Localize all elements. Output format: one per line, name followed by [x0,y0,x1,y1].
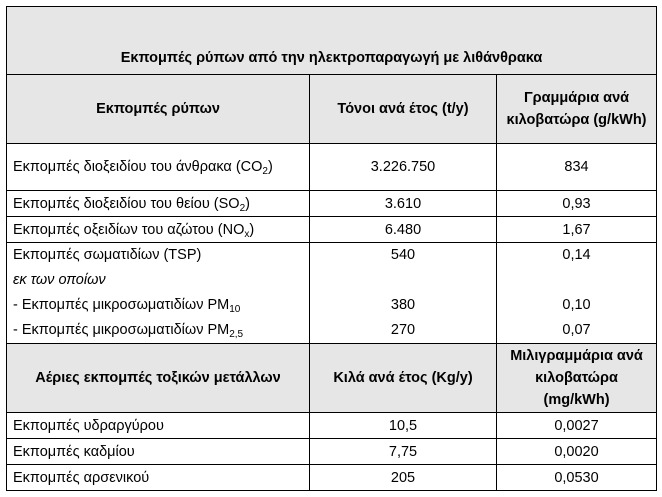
row-tonnes: 270 [309,318,497,344]
table-row: Εκπομπές διοξειδίου του θείου (SO2) 3.61… [6,190,658,217]
row-label: Εκπομπές διοξειδίου του άνθρακα (CO2) [6,143,310,191]
header-row-metals: Αέριες εκπομπές τοξικών μετάλλων Κιλά αν… [6,343,658,413]
row-label: Εκπομπές αρσενικού [6,464,310,491]
table-row: - Εκπομπές μικροσωματιδίων PM10 380 0,10 [6,293,658,318]
row-mg: 0,0020 [495,438,658,465]
row-label: Εκπομπές καδμίου [6,438,310,465]
row-kg: 10,5 [309,412,497,439]
row-tonnes: 3.610 [309,190,497,217]
table-row: - Εκπομπές μικροσωματιδίων PM2,5 270 0,0… [6,318,658,344]
table-title: Εκπομπές ρύπων από την ηλεκτροπαραγωγή μ… [5,6,658,75]
row-grams: 0,93 [495,190,658,217]
row-tonnes: 540 [309,242,497,268]
table-row: εκ των οποίων [6,268,658,293]
emissions-table: Εκπομπές ρύπων από την ηλεκτροπαραγωγή μ… [5,6,658,491]
header-row-pollutants: Εκπομπές ρύπων Τόνοι ανά έτος (t/y) Γραμ… [6,74,658,144]
header-tonnes-per-year: Τόνοι ανά έτος (t/y) [309,74,497,144]
table-row: Εκπομπές διοξειδίου του άνθρακα (CO2) 3.… [6,143,658,191]
row-label: Εκπομπές υδραργύρου [6,412,310,439]
row-label-subheading: εκ των οποίων [6,268,310,293]
row-tonnes: 3.226.750 [309,143,497,191]
row-tonnes-empty [309,268,497,293]
row-grams: 1,67 [495,216,658,243]
row-grams: 0,07 [495,318,658,344]
emissions-document: Εκπομπές ρύπων από την ηλεκτροπαραγωγή μ… [5,6,658,491]
row-label: Εκπομπές οξειδίων του αζώτου (NOx) [6,216,310,243]
row-label: Εκπομπές διοξειδίου του θείου (SO2) [6,190,310,217]
table-title-row: Εκπομπές ρύπων από την ηλεκτροπαραγωγή μ… [5,6,658,75]
row-kg: 205 [309,464,497,491]
row-label: - Εκπομπές μικροσωματιδίων PM2,5 [6,318,310,344]
row-mg: 0,0530 [495,464,658,491]
row-mg: 0,0027 [495,412,658,439]
row-label: Εκπομπές σωματιδίων (TSP) [6,242,310,268]
row-grams: 834 [495,143,658,191]
header-toxic-metals: Αέριες εκπομπές τοξικών μετάλλων [6,343,310,413]
header-grams-per-kwh: Γραμμάρια ανά κιλοβατώρα (g/kWh) [495,74,658,144]
row-label: - Εκπομπές μικροσωματιδίων PM10 [6,293,310,318]
row-grams-empty [495,268,658,293]
header-kg-per-year: Κιλά ανά έτος (Kg/y) [309,343,497,413]
header-pollutants: Εκπομπές ρύπων [6,74,310,144]
header-mg-per-kwh: Μιλιγραμμάρια ανά κιλοβατώρα (mg/kWh) [495,343,658,413]
row-kg: 7,75 [309,438,497,465]
table-row: Εκπομπές υδραργύρου 10,5 0,0027 [6,412,658,439]
table-row: Εκπομπές σωματιδίων (TSP) 540 0,14 [6,242,658,268]
row-tonnes: 380 [309,293,497,318]
row-grams: 0,14 [495,242,658,268]
table-row: Εκπομπές καδμίου 7,75 0,0020 [6,438,658,465]
row-tonnes: 6.480 [309,216,497,243]
table-row: Εκπομπές αρσενικού 205 0,0530 [6,464,658,491]
row-grams: 0,10 [495,293,658,318]
table-row: Εκπομπές οξειδίων του αζώτου (NOx) 6.480… [6,216,658,243]
